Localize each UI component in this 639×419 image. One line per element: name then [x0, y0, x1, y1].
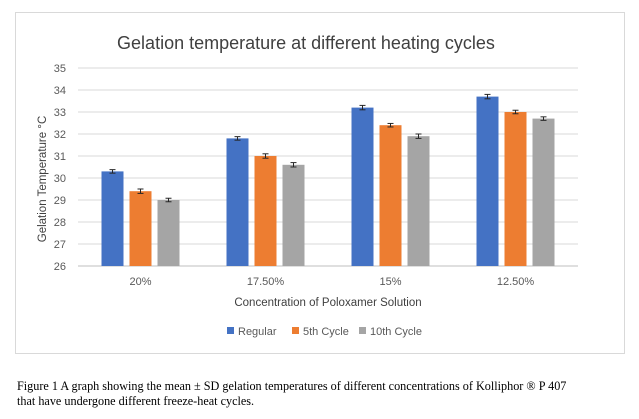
y-tick-label: 30: [54, 173, 66, 185]
chart-title: Gelation temperature at different heatin…: [117, 33, 495, 53]
bar-regular: [476, 96, 499, 266]
x-tick-labels: 20% 17.50% 15% 12.50%: [129, 276, 534, 288]
y-tick-label: 32: [54, 129, 66, 141]
bar-regular: [101, 171, 124, 266]
caption-line-2: that have undergone different freeze-hea…: [17, 394, 255, 408]
y-tick-label: 27: [54, 239, 66, 251]
bar-10th-cycle: [407, 136, 430, 266]
bar-5th-cycle: [254, 156, 277, 266]
x-tick-label: 12.50%: [497, 276, 535, 288]
y-axis-title: Gelation Temperature °C: [37, 116, 49, 242]
x-tick-label: 17.50%: [247, 276, 285, 288]
bar-10th-cycle: [157, 200, 180, 266]
bar-regular: [351, 107, 374, 266]
legend-label: 5th Cycle: [303, 326, 349, 338]
y-tick-label: 33: [54, 107, 66, 119]
bar-10th-cycle: [282, 164, 305, 266]
legend-label: 10th Cycle: [370, 326, 422, 338]
bar-regular: [226, 138, 249, 266]
bars: [101, 93, 555, 266]
legend-label: Regular: [238, 326, 277, 338]
bar-10th-cycle: [532, 118, 555, 266]
bar-5th-cycle: [379, 125, 402, 266]
x-tick-label: 20%: [129, 276, 151, 288]
x-tick-label: 15%: [379, 276, 401, 288]
figure-caption: Figure 1 A graph showing the mean ± SD g…: [17, 379, 627, 409]
gridlines: [78, 67, 578, 267]
y-tick-label: 34: [54, 85, 66, 97]
bar-5th-cycle: [504, 112, 527, 266]
y-tick-label: 31: [54, 151, 66, 163]
chart-frame: Gelation temperature at different heatin…: [15, 12, 625, 354]
y-tick-label: 29: [54, 195, 66, 207]
y-tick-label: 28: [54, 217, 66, 229]
legend: Regular 5th Cycle 10th Cycle: [227, 326, 422, 338]
bar-5th-cycle: [129, 191, 152, 266]
y-tick-label: 35: [54, 63, 66, 75]
legend-swatch: [359, 327, 366, 334]
y-tick-labels: 26 27 28 29 30 31 32 33 34 35: [54, 63, 66, 273]
legend-swatch: [227, 327, 234, 334]
y-tick-label: 26: [54, 261, 66, 273]
x-axis-title: Concentration of Poloxamer Solution: [234, 297, 421, 309]
legend-swatch: [292, 327, 299, 334]
caption-line-1: Figure 1 A graph showing the mean ± SD g…: [17, 379, 567, 393]
gelation-bar-chart: Gelation temperature at different heatin…: [37, 33, 578, 338]
